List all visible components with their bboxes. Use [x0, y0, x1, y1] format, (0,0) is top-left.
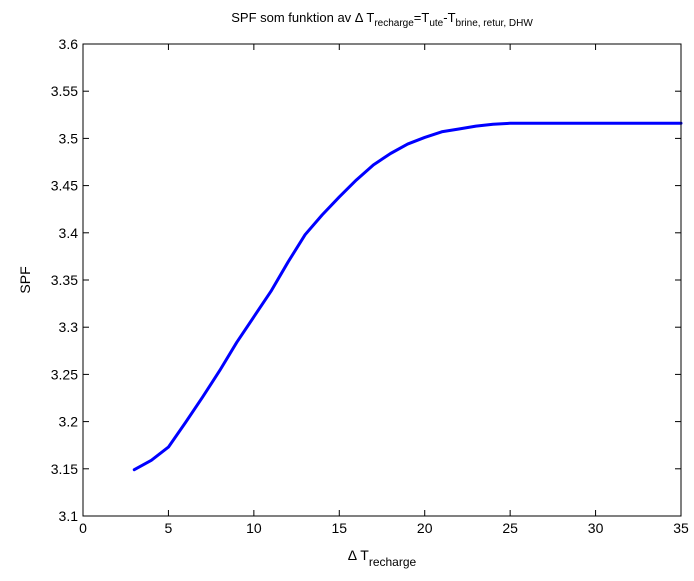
- title-subscript: brine, retur, DHW: [456, 18, 534, 29]
- chart-title: SPF som funktion av Δ Trecharge=Tute-Tbr…: [231, 10, 533, 29]
- y-tick-label: 3.35: [51, 272, 78, 288]
- y-tick-label: 3.1: [59, 508, 79, 524]
- y-tick-label: 3.6: [59, 36, 79, 52]
- title-text-part: =T: [414, 10, 430, 25]
- y-axis-label: SPF: [17, 266, 33, 293]
- x-tick-label: 35: [673, 520, 689, 536]
- ticks-layer: 0 5 10 15 20 25 30 35 3.1 3.15 3.2 3.25 3.3 3.35 3.4 3.…: [51, 36, 689, 536]
- x-tick-label: 10: [246, 520, 262, 536]
- x-tick-label: 30: [588, 520, 604, 536]
- y-tick-label: 3.3: [59, 319, 79, 335]
- x-axis-label-subscript: recharge: [369, 555, 417, 569]
- title-text-part: -T: [443, 10, 455, 25]
- y-tick-label: 3.25: [51, 366, 78, 382]
- x-axis-label: Δ Trecharge: [348, 547, 417, 569]
- title-subscript: recharge: [374, 18, 414, 29]
- x-axis-label-main: Δ T: [348, 547, 369, 563]
- y-tick-label: 3.4: [59, 225, 79, 241]
- title-text-part: SPF som funktion av Δ T: [231, 10, 374, 25]
- series-layer: [132, 121, 683, 472]
- x-tick-label: 0: [79, 520, 87, 536]
- plot-area: [83, 44, 681, 516]
- y-tick-label: 3.55: [51, 83, 78, 99]
- y-tick-label: 3.45: [51, 178, 78, 194]
- title-subscript: ute: [429, 18, 443, 29]
- y-tick-label: 3.15: [51, 461, 78, 477]
- x-tick-label: 20: [417, 520, 433, 536]
- x-tick-label: 25: [502, 520, 518, 536]
- series-line-0: [132, 121, 683, 472]
- y-tick-label: 3.2: [59, 414, 79, 430]
- x-tick-label: 5: [165, 520, 173, 536]
- y-tick-label: 3.5: [59, 130, 79, 146]
- x-tick-label: 15: [331, 520, 347, 536]
